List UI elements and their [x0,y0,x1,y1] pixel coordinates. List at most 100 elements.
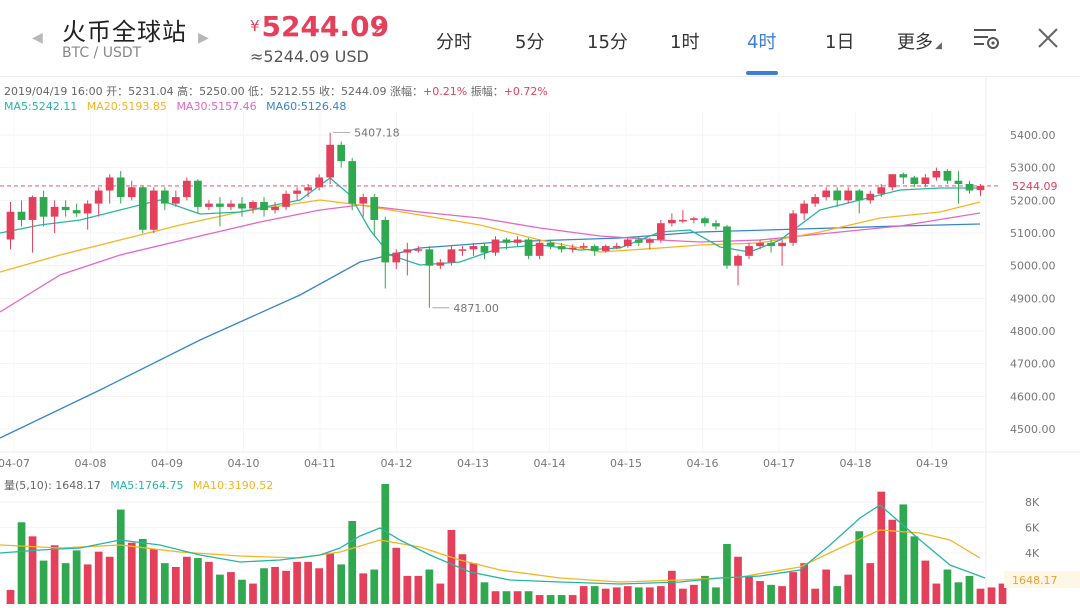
volume-bar [800,563,808,604]
close-icon[interactable] [1036,26,1060,50]
candle-body [183,180,191,198]
volume-bar [61,563,70,604]
candle [789,210,797,247]
candle-body [337,144,346,162]
volume-bar [392,547,401,604]
candle-body [149,190,158,230]
candle-body [877,187,886,194]
candle-body [293,190,301,194]
tab-1day[interactable]: 1日 [825,32,855,53]
currency-symbol: ¥ [250,17,260,35]
volume-bar [149,549,158,604]
candle [72,203,81,217]
candle [679,210,687,224]
volume-tick-label: 4K [1025,547,1040,560]
volume-bar [822,569,831,604]
ma20-line [0,199,981,273]
x-tick-label: 04-12 [381,457,413,470]
candle-body [304,187,312,191]
volume-bar [645,587,654,604]
candle [94,187,103,217]
candle-body [249,201,257,209]
x-tick-label: 04-15 [610,457,642,470]
max-price-label: 5407.18 [354,127,400,140]
volume-bar [634,587,643,604]
volume-bar [249,583,257,604]
candle [171,190,180,207]
y-tick-label: 4700.00 [1010,358,1056,371]
tab-5min[interactable]: 5分 [515,32,545,53]
volume-bar [282,570,290,604]
candle-body [392,252,401,263]
volume-ma10-line [0,529,981,583]
volume-bar [954,582,963,604]
candle-body [679,219,687,222]
candle-body [447,249,456,263]
candle [579,242,588,250]
candle-body [932,170,941,178]
candle-body [326,144,335,178]
candle-body [954,180,963,184]
volume-bar [315,568,323,604]
tab-15min[interactable]: 15分 [587,32,628,53]
candle [403,242,412,276]
candle-body [910,177,919,184]
candle [138,185,147,233]
volume-bar [480,582,489,604]
volume-ma5: MA5:1764.75 [110,479,184,492]
y-tick-label: 4900.00 [1010,292,1056,305]
tab-4hour[interactable]: 4时 [747,32,777,53]
next-pair-arrow-icon[interactable]: ▶ [198,30,209,46]
indicator-settings-icon[interactable] [972,26,1002,52]
candle-body [381,219,390,263]
volume-bar [668,570,676,604]
candle-body [260,201,268,211]
candle [877,184,886,198]
candle [127,180,136,201]
min-price-label: 4871.00 [453,302,499,315]
candle-change: +0.21% [423,85,468,98]
volume-bar [579,586,588,604]
candle [381,216,390,289]
candle [216,197,224,227]
more-timeframes-button[interactable]: 更多 ◢ [897,28,942,54]
candle-body [965,184,974,191]
candle-body [6,211,15,240]
ma30-line [0,204,981,313]
candle [436,259,445,269]
candle [458,246,467,256]
volume-bar [833,586,842,604]
candle-body [778,242,786,247]
volume-ma10: MA10:3190.52 [192,479,274,492]
candle-body [734,255,742,266]
candle [800,200,808,220]
candle [976,184,985,197]
candle [745,242,753,260]
volume-bar [701,575,709,604]
candle-body [943,170,952,181]
candle [370,193,379,237]
candle-body [491,239,500,253]
app-header: ◀ 火币全球站 BTC / USDT ▶ ¥5244.09 ↗ ≈5244.09… [0,0,1080,77]
candle [822,187,831,201]
candle [39,190,48,227]
ma30-legend: MA30:5157.46 [176,100,257,113]
candle-body [138,187,147,230]
candle-body [921,177,930,184]
tab-timeline[interactable]: 分时 [436,32,472,53]
candle-body [160,190,169,204]
volume-tick-label: 6K [1025,521,1040,534]
candle [183,177,191,201]
prev-pair-arrow-icon[interactable]: ◀ [32,30,43,46]
volume-bar [866,563,875,604]
candle [6,201,15,250]
candle-body [282,193,290,207]
candle-body [535,242,544,256]
volume-bar [921,560,930,604]
candle-body [359,197,368,204]
candle [17,200,26,227]
tab-1hour[interactable]: 1时 [670,32,700,53]
candle [612,242,621,250]
candle [105,174,114,204]
